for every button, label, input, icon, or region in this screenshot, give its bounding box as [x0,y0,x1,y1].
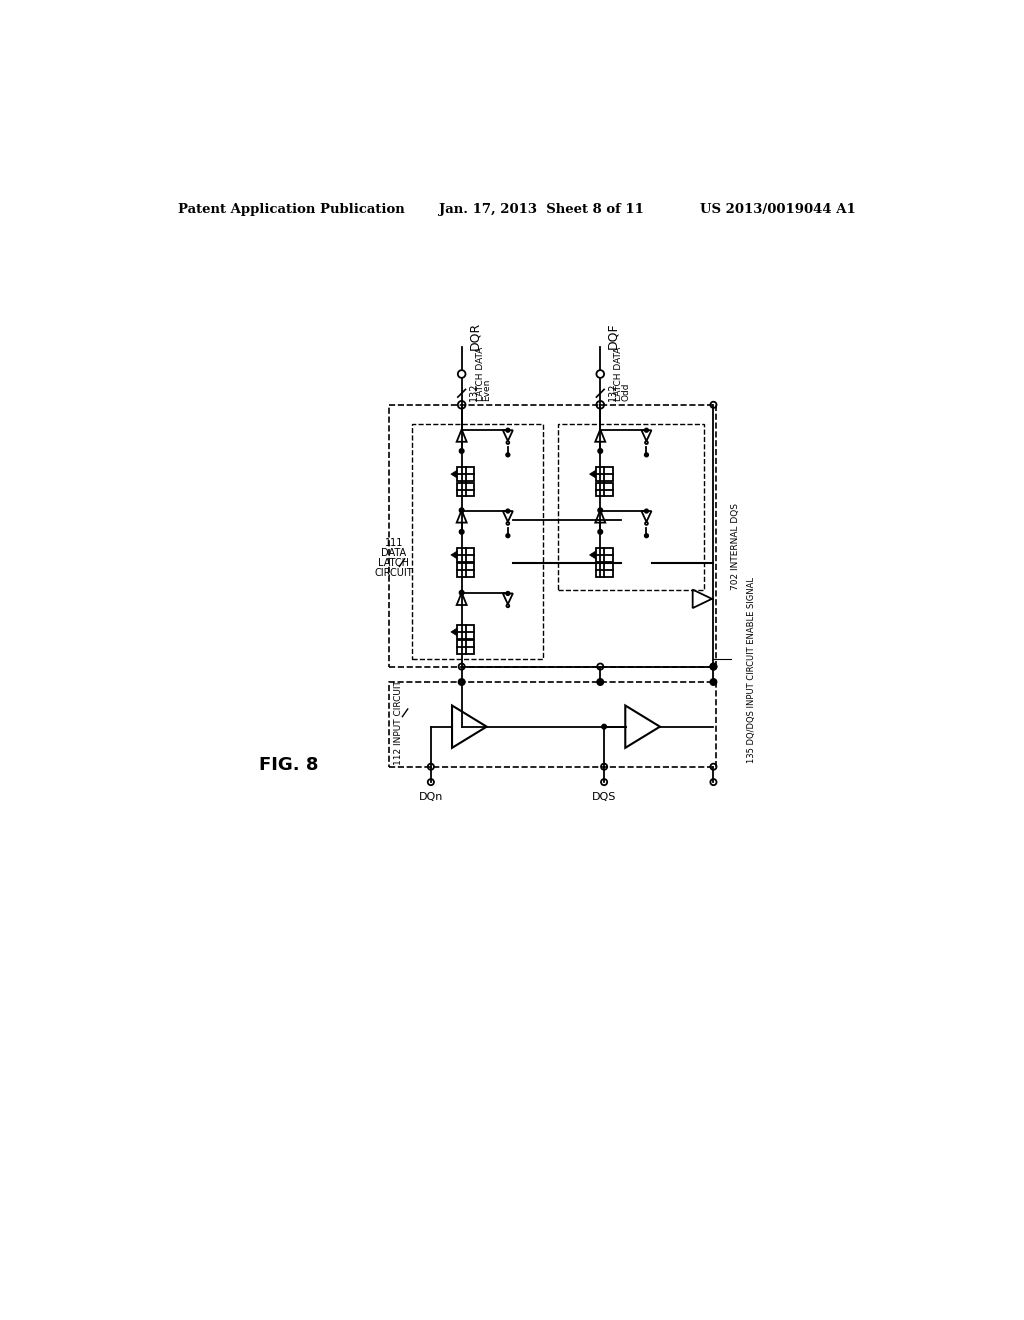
Circle shape [711,680,716,684]
Text: DQn: DQn [419,792,443,803]
Bar [596,467,612,480]
Text: 112 INPUT CIRCUIT: 112 INPUT CIRCUIT [394,680,402,766]
Circle shape [506,591,510,595]
Text: 702 INTERNAL DQS: 702 INTERNAL DQS [731,503,740,590]
Bar [457,564,474,577]
Circle shape [460,590,464,595]
Text: 132: 132 [469,383,479,401]
Text: 132: 132 [608,383,617,401]
Circle shape [644,453,648,457]
Circle shape [460,529,464,535]
Text: CIRCUIT: CIRCUIT [375,569,414,578]
Bar [388,405,716,667]
Text: DATA: DATA [381,548,407,558]
Circle shape [506,533,510,537]
Circle shape [644,510,648,513]
Bar [388,682,716,767]
Circle shape [460,680,464,684]
Circle shape [598,680,602,684]
Text: 135 DQ/DQS INPUT CIRCUIT ENABLE SIGNAL: 135 DQ/DQS INPUT CIRCUIT ENABLE SIGNAL [746,577,756,763]
Text: LATCH DATA: LATCH DATA [475,347,484,401]
Bar [457,626,474,639]
Circle shape [644,533,648,537]
Bar [596,548,612,562]
Circle shape [460,508,464,512]
Text: FIG. 8: FIG. 8 [259,756,318,774]
Text: Odd: Odd [621,383,630,401]
Circle shape [711,664,716,669]
Polygon shape [590,470,596,478]
Bar [558,424,705,590]
Text: Jan. 17, 2013  Sheet 8 of 11: Jan. 17, 2013 Sheet 8 of 11 [438,203,643,216]
Bar [596,483,612,496]
Text: DQR: DQR [468,321,481,350]
Text: LATCH: LATCH [379,558,410,569]
Bar [457,640,474,655]
Circle shape [598,529,602,535]
Bar [412,424,543,659]
Circle shape [644,428,648,432]
Circle shape [598,508,602,512]
Circle shape [602,725,606,729]
Text: DQS: DQS [592,792,616,803]
Text: DQF: DQF [606,322,620,348]
Polygon shape [451,628,457,636]
Circle shape [460,449,464,453]
Circle shape [506,428,510,432]
Bar [457,548,474,562]
Text: LATCH DATA: LATCH DATA [614,347,624,401]
Polygon shape [590,552,596,558]
Polygon shape [451,552,457,558]
Text: Even: Even [482,379,492,401]
Circle shape [506,510,510,513]
Circle shape [506,453,510,457]
Text: US 2013/0019044 A1: US 2013/0019044 A1 [700,203,856,216]
Circle shape [598,449,602,453]
Polygon shape [451,470,457,478]
Text: Patent Application Publication: Patent Application Publication [178,203,406,216]
Bar [457,483,474,496]
Bar [596,564,612,577]
Text: 111: 111 [385,539,403,548]
Bar [457,467,474,480]
